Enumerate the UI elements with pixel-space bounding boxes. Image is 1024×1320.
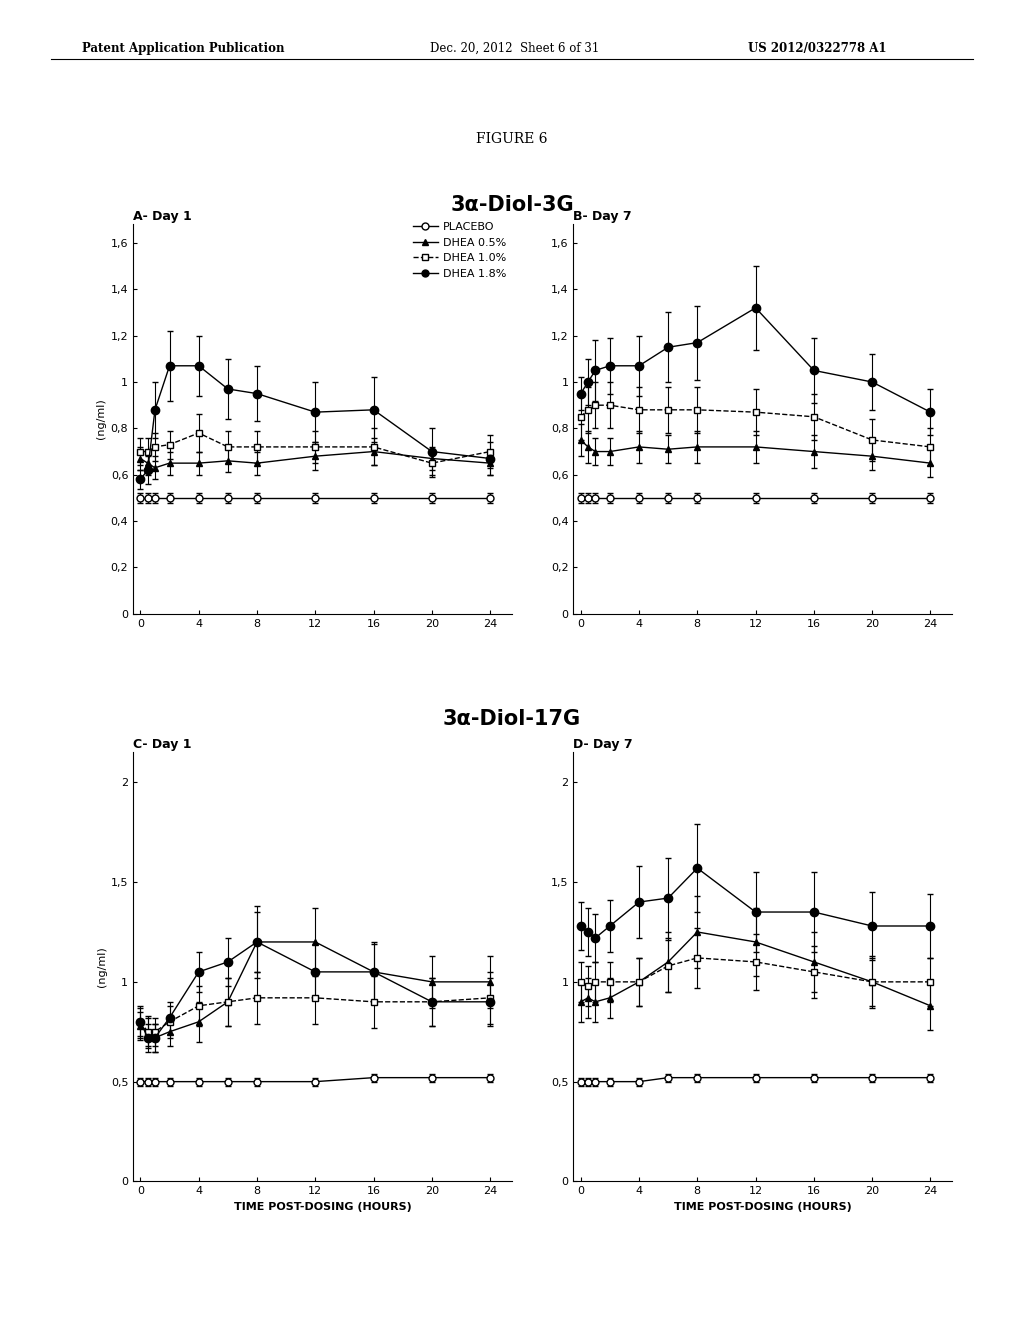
Y-axis label: (ng/ml): (ng/ml) — [96, 946, 106, 987]
Text: 3α-Diol-3G: 3α-Diol-3G — [451, 194, 573, 215]
Text: C- Day 1: C- Day 1 — [133, 738, 191, 751]
Y-axis label: (ng/ml): (ng/ml) — [96, 399, 106, 440]
Text: D- Day 7: D- Day 7 — [573, 738, 633, 751]
Text: FIGURE 6: FIGURE 6 — [476, 132, 548, 145]
X-axis label: TIME POST-DOSING (HOURS): TIME POST-DOSING (HOURS) — [233, 1201, 412, 1212]
Text: B- Day 7: B- Day 7 — [573, 210, 632, 223]
Text: A- Day 1: A- Day 1 — [133, 210, 191, 223]
X-axis label: TIME POST-DOSING (HOURS): TIME POST-DOSING (HOURS) — [674, 1201, 852, 1212]
Text: Dec. 20, 2012  Sheet 6 of 31: Dec. 20, 2012 Sheet 6 of 31 — [430, 42, 599, 55]
Legend: PLACEBO, DHEA 0.5%, DHEA 1.0%, DHEA 1.8%: PLACEBO, DHEA 0.5%, DHEA 1.0%, DHEA 1.8% — [413, 222, 507, 279]
Text: US 2012/0322778 A1: US 2012/0322778 A1 — [748, 42, 886, 55]
Text: Patent Application Publication: Patent Application Publication — [82, 42, 285, 55]
Text: 3α-Diol-17G: 3α-Diol-17G — [443, 709, 581, 730]
